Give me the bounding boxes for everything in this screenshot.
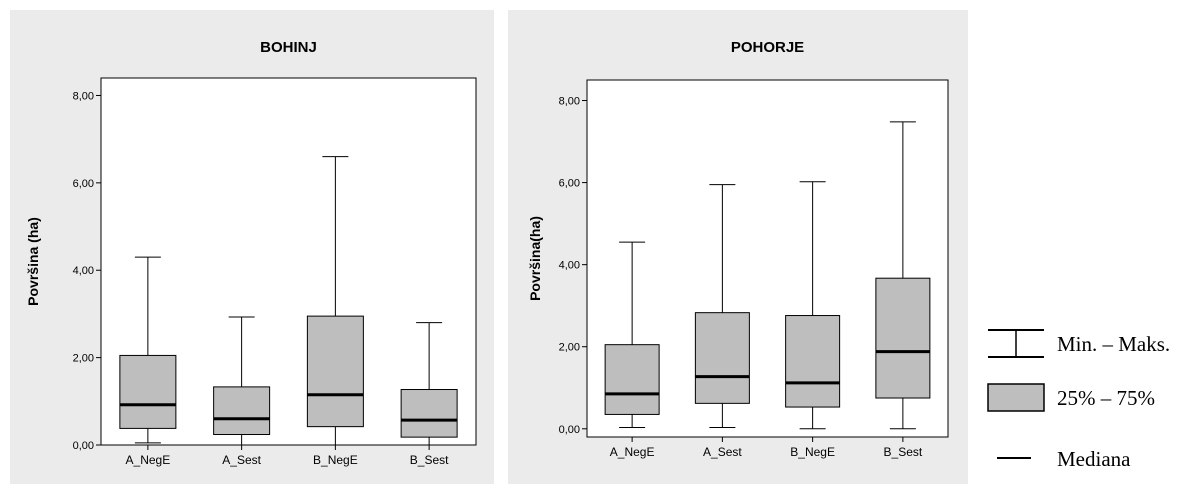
y-tick-label: 2,00 [559,342,580,354]
x-tick-label: A_NegE [126,453,171,467]
chart-panel-bohinj: BOHINJ Površina (ha) 0,00 2,00 4,00 6,00 8,00 A… [10,10,494,484]
x-tick-label: B_NegE [313,453,358,467]
y-tick-label: 8,00 [73,90,94,102]
box-B_NegE [785,181,841,430]
boxplot-pohorje: POHORJE Površina(ha) 0,00 2,00 4,00 6,00 8,00 A… [527,39,949,459]
box-A_Sest [694,184,750,429]
y-tick-label: 0,00 [559,424,580,436]
y-axis-label: Površina(ha) [527,216,543,301]
iqr-box [213,386,271,436]
legend-minmax-label: Min. – Maks. [1057,332,1171,356]
legend-symbols [987,329,1045,459]
x-tick-label: A_Sest [703,445,742,459]
y-tick-label: 2,00 [73,353,94,365]
box-A_NegE [119,256,177,444]
x-tick-label: B_Sest [884,445,923,459]
y-tick-label: 0,00 [73,440,94,452]
x-tick-label: A_Sest [222,453,261,467]
y-tick-label: 6,00 [73,178,94,190]
box-B_Sest [875,121,931,430]
box-B_Sest [400,322,458,446]
x-tick-label: B_NegE [790,445,835,459]
chart-title: POHORJE [731,39,804,56]
chart-title: BOHINJ [260,39,317,56]
legend: Min. – Maks. 25% – 75% Mediana [984,0,1195,494]
iqr-box [119,354,177,429]
legend-iqr-swatch [987,383,1045,412]
iqr-box [694,312,750,404]
iqr-box [604,344,660,415]
iqr-box [785,315,841,408]
boxplot-bohinj: BOHINJ Površina (ha) 0,00 2,00 4,00 6,00 8,00 A… [25,39,477,467]
y-tick-label: 4,00 [73,265,94,277]
legend-median-label: Mediana [1057,447,1131,471]
x-tick-label: B_Sest [410,453,449,467]
iqr-box [875,277,931,399]
chart-panel-pohorje: POHORJE Površina(ha) 0,00 2,00 4,00 6,00 8,00 A… [508,10,968,484]
y-tick-label: 4,00 [559,260,580,272]
y-tick-label: 8,00 [559,96,580,108]
iqr-box [400,389,458,438]
y-axis-label: Površina (ha) [25,217,41,306]
y-tick-label: 6,00 [559,178,580,190]
box-A_Sest [213,316,271,446]
iqr-box [306,315,364,428]
x-tick-label: A_NegE [610,445,655,459]
legend-iqr-label: 25% – 75% [1057,386,1155,410]
box-B_NegE [306,156,364,446]
box-A_NegE [604,241,660,429]
legend-minmax-symbol [988,329,1044,358]
